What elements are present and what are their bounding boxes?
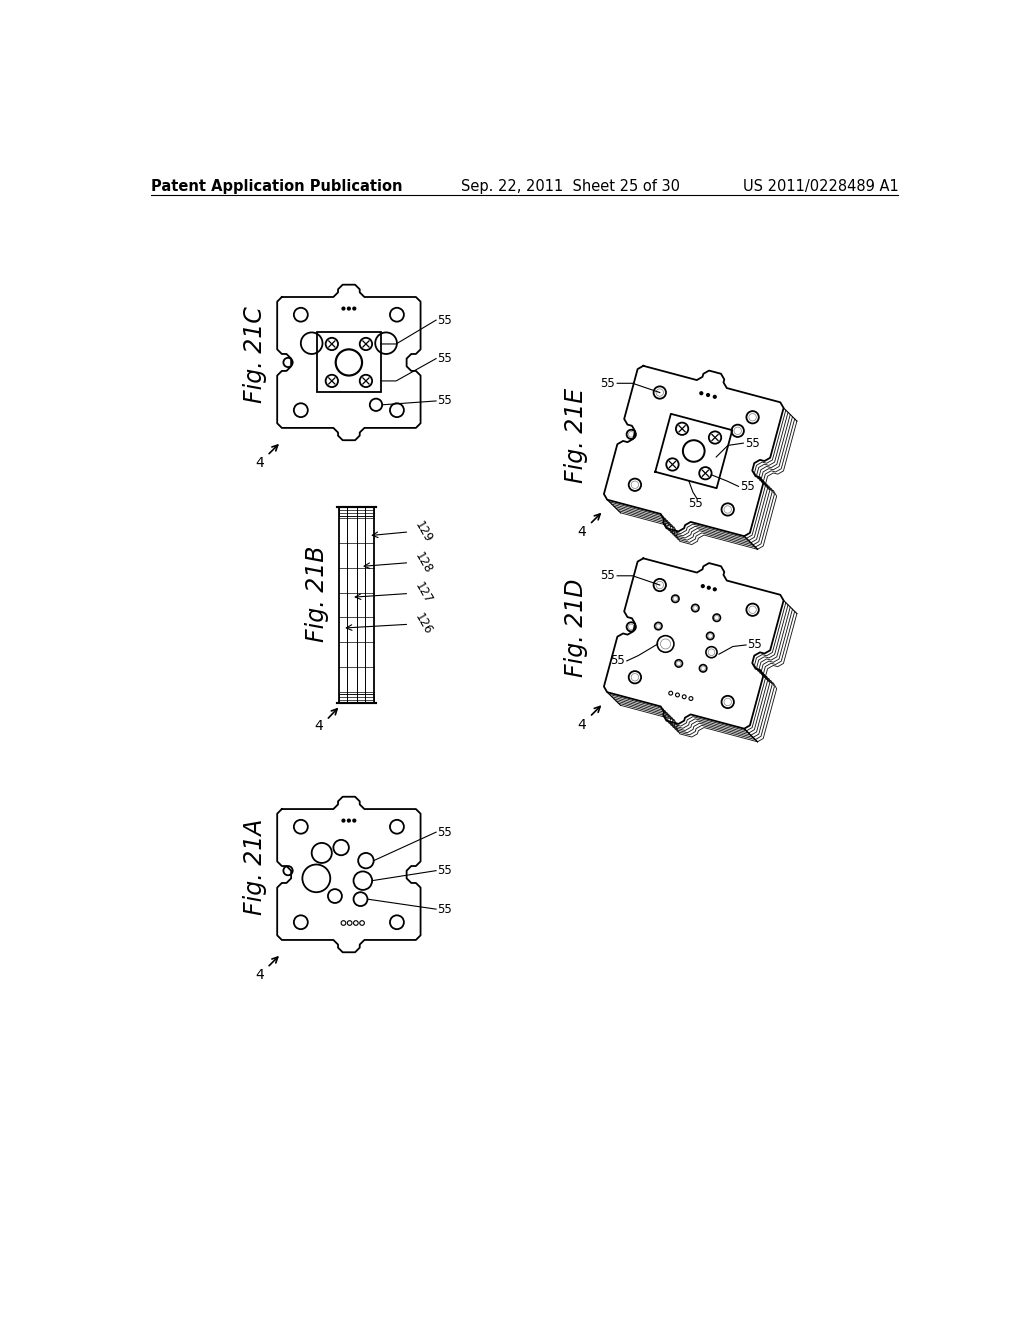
- Text: 4: 4: [578, 718, 586, 731]
- Circle shape: [342, 820, 345, 822]
- Text: 128: 128: [412, 549, 434, 576]
- Circle shape: [353, 820, 355, 822]
- Circle shape: [353, 308, 355, 310]
- Text: 4: 4: [255, 969, 264, 982]
- Text: Fig. 21C: Fig. 21C: [244, 306, 267, 403]
- Circle shape: [707, 393, 710, 396]
- Text: 55: 55: [740, 480, 755, 492]
- Text: Fig. 21B: Fig. 21B: [305, 545, 329, 642]
- Text: 126: 126: [412, 611, 434, 638]
- Text: 55: 55: [600, 569, 614, 582]
- Text: 55: 55: [600, 376, 614, 389]
- Text: 55: 55: [609, 655, 625, 668]
- Text: 55: 55: [744, 437, 760, 450]
- Text: 55: 55: [437, 352, 453, 366]
- Text: 4: 4: [578, 525, 586, 540]
- Circle shape: [342, 308, 345, 310]
- Text: 127: 127: [412, 581, 434, 606]
- Circle shape: [708, 586, 711, 589]
- Text: 55: 55: [748, 639, 763, 652]
- Text: Patent Application Publication: Patent Application Publication: [152, 180, 402, 194]
- Text: 4: 4: [314, 719, 323, 734]
- Circle shape: [714, 396, 716, 399]
- Circle shape: [700, 392, 702, 395]
- Bar: [317, 333, 381, 392]
- Bar: [339, 507, 375, 704]
- Text: 55: 55: [437, 825, 453, 838]
- Text: 55: 55: [437, 395, 453, 408]
- Circle shape: [347, 308, 350, 310]
- Circle shape: [714, 587, 716, 590]
- Text: Fig. 21A: Fig. 21A: [244, 818, 267, 915]
- Text: 55: 55: [437, 903, 453, 916]
- Circle shape: [701, 585, 705, 587]
- Text: 55: 55: [437, 314, 453, 326]
- Bar: [339, 507, 375, 516]
- Text: 55: 55: [688, 498, 702, 510]
- Text: US 2011/0228489 A1: US 2011/0228489 A1: [742, 180, 898, 194]
- Text: Sep. 22, 2011  Sheet 25 of 30: Sep. 22, 2011 Sheet 25 of 30: [461, 180, 680, 194]
- Text: 129: 129: [412, 519, 434, 545]
- Text: Fig. 21E: Fig. 21E: [563, 388, 588, 483]
- Bar: [339, 694, 375, 704]
- Text: 4: 4: [255, 457, 264, 470]
- Circle shape: [347, 820, 350, 822]
- Text: 55: 55: [437, 865, 453, 878]
- Text: Fig. 21D: Fig. 21D: [563, 579, 588, 677]
